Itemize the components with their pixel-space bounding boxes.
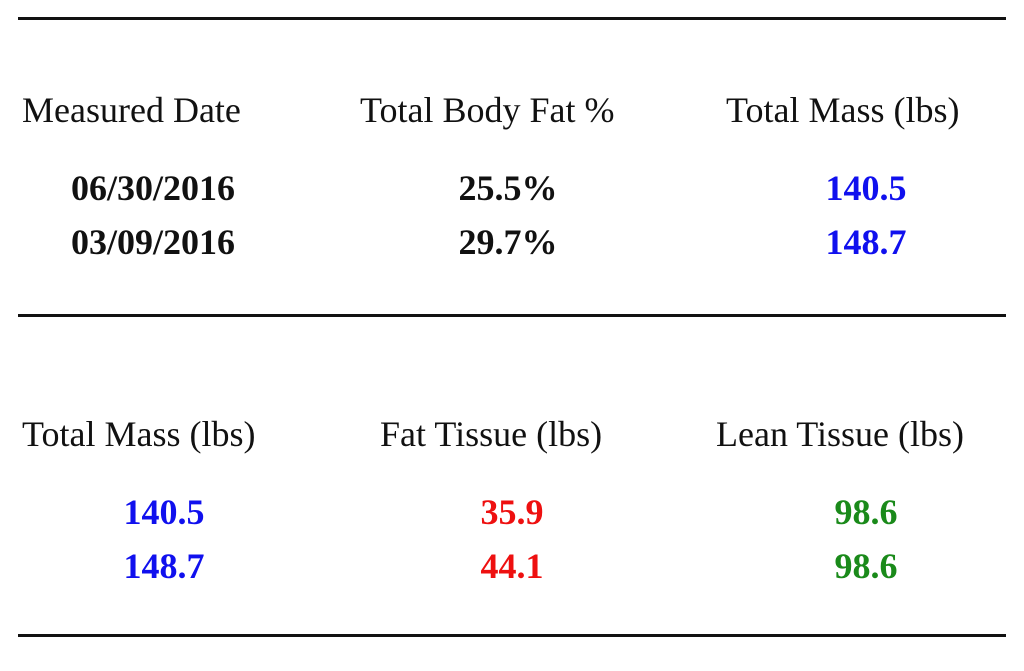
cell-fat-tissue: 35.9 (480, 492, 544, 532)
cell-total-mass: 148.7 (123, 546, 205, 586)
header-fat-tissue: Fat Tissue (lbs) (380, 414, 603, 454)
cell-lean-tissue: 98.6 (834, 492, 898, 532)
header-clip: Total Mass (lbs) (726, 86, 1004, 136)
cell-body-fat: 25.5% (458, 168, 558, 208)
header-lean-tissue: Lean Tissue (lbs) (716, 414, 965, 454)
header-total-mass: Total Mass (lbs) (22, 414, 256, 454)
middle-rule (18, 314, 1006, 317)
cell-fat-tissue: 44.1 (480, 546, 544, 586)
cell-date: 03/09/2016 (70, 222, 236, 262)
header-clip: Lean Tissue (lbs) (716, 410, 1004, 460)
header-total-mass: Total Mass (lbs) (726, 90, 960, 130)
cell-date: 06/30/2016 (70, 168, 236, 208)
cell-total-mass: 148.7 (825, 222, 907, 262)
cell-body-fat: 29.7% (458, 222, 558, 262)
top-rule (18, 17, 1006, 20)
cell-total-mass: 140.5 (123, 492, 205, 532)
header-measured-date: Measured Date (22, 90, 241, 130)
cell-total-mass: 140.5 (825, 168, 907, 208)
header-total-body-fat: Total Body Fat % (360, 90, 615, 130)
bottom-rule (18, 634, 1006, 637)
cell-lean-tissue: 98.6 (834, 546, 898, 586)
